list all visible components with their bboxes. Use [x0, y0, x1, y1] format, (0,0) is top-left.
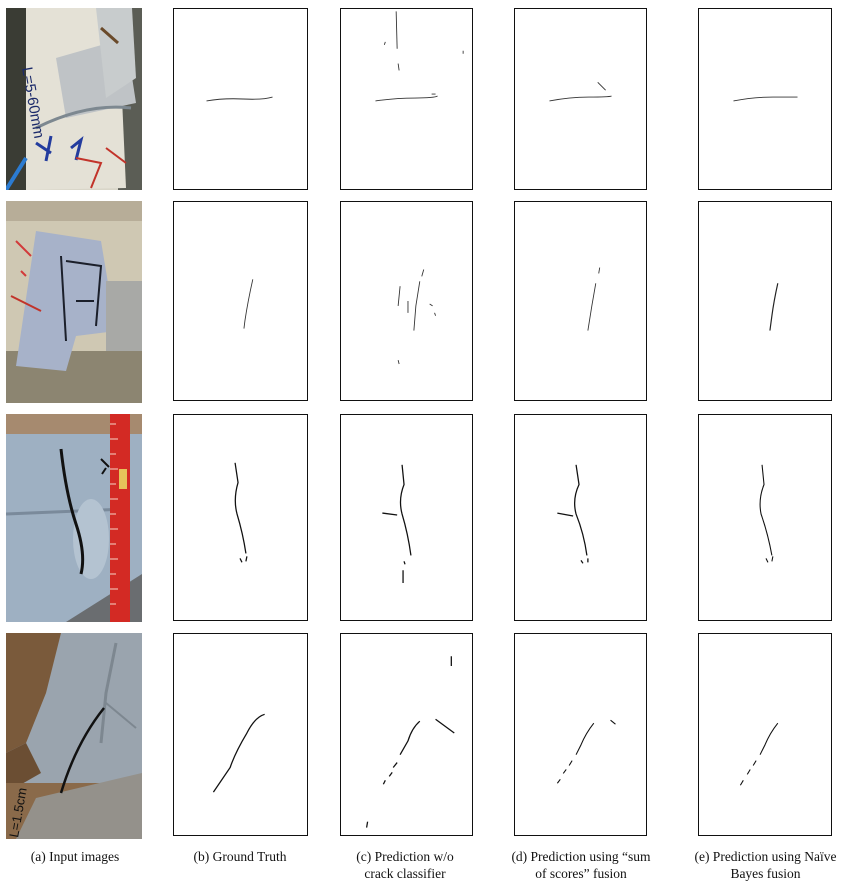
crack-mask [413, 269, 425, 331]
caption-line: (b) Ground Truth [193, 849, 287, 864]
crack-mask [399, 720, 421, 756]
ground-truth-row-3 [173, 414, 308, 621]
prediction-sum-of-scores-row-2 [514, 201, 647, 401]
prediction-sum-of-scores-row-4 [514, 633, 647, 836]
crack-mask [573, 464, 589, 564]
caption-line: (d) Prediction using “sum [511, 849, 651, 864]
input-photo-row-2-art [6, 201, 142, 403]
crack-mask [234, 462, 248, 563]
input-photo-row-3-art [6, 414, 142, 622]
crack-mask [769, 283, 779, 331]
prediction-no-classifier-row-2 [340, 201, 473, 401]
crack-mask [206, 96, 273, 102]
prediction-naive-bayes-row-1 [698, 8, 832, 190]
prediction-naive-bayes-row-4 [698, 633, 832, 836]
caption-input-images: (a) Input images [0, 848, 150, 865]
crack-mask [549, 95, 612, 102]
crack-mask [759, 464, 774, 563]
crack-mask [759, 722, 779, 755]
input-photo-row-4: L=1.5cm [6, 633, 142, 839]
ground-truth-row-2 [173, 201, 308, 401]
crack-mask [587, 267, 601, 331]
crack-mask [733, 96, 798, 102]
prediction-sum-of-scores-row-3 [514, 414, 647, 621]
crack-mask [375, 95, 438, 102]
caption-line: Bayes fusion [730, 866, 801, 881]
ground-truth-row-1 [173, 8, 308, 190]
caption-prediction-naive-bayes: (e) Prediction using Naïve Bayes fusion [677, 848, 854, 882]
prediction-naive-bayes-row-2 [698, 201, 832, 401]
input-photo-row-3 [6, 414, 142, 622]
caption-line: of scores” fusion [535, 866, 627, 881]
input-photo-row-1-art: L=5-60mm [6, 8, 142, 190]
prediction-no-classifier-row-3 [340, 414, 473, 621]
crack-mask [575, 722, 595, 755]
prediction-no-classifier-row-1 [340, 8, 473, 190]
prediction-naive-bayes-row-3 [698, 414, 832, 621]
caption-prediction-sum-of-scores: (d) Prediction using “sum of scores” fus… [496, 848, 666, 882]
crack-mask [243, 279, 254, 329]
crack-mask [399, 464, 412, 556]
prediction-no-classifier-row-4 [340, 633, 473, 836]
prediction-sum-of-scores-row-1 [514, 8, 647, 190]
caption-ground-truth: (b) Ground Truth [165, 848, 315, 865]
caption-line: (a) Input images [30, 849, 120, 864]
ground-truth-row-4 [173, 633, 308, 836]
caption-line: (c) Prediction w/o [356, 849, 454, 864]
input-photo-row-4-art: L=1.5cm [6, 633, 142, 839]
crack-mask [212, 713, 265, 793]
caption-prediction-no-classifier: (c) Prediction w/o crack classifier [330, 848, 480, 882]
input-photo-row-1: L=5-60mm [6, 8, 142, 190]
input-photo-row-2 [6, 201, 142, 403]
caption-line: (e) Prediction using Naïve [694, 849, 837, 864]
caption-line: crack classifier [364, 866, 446, 881]
